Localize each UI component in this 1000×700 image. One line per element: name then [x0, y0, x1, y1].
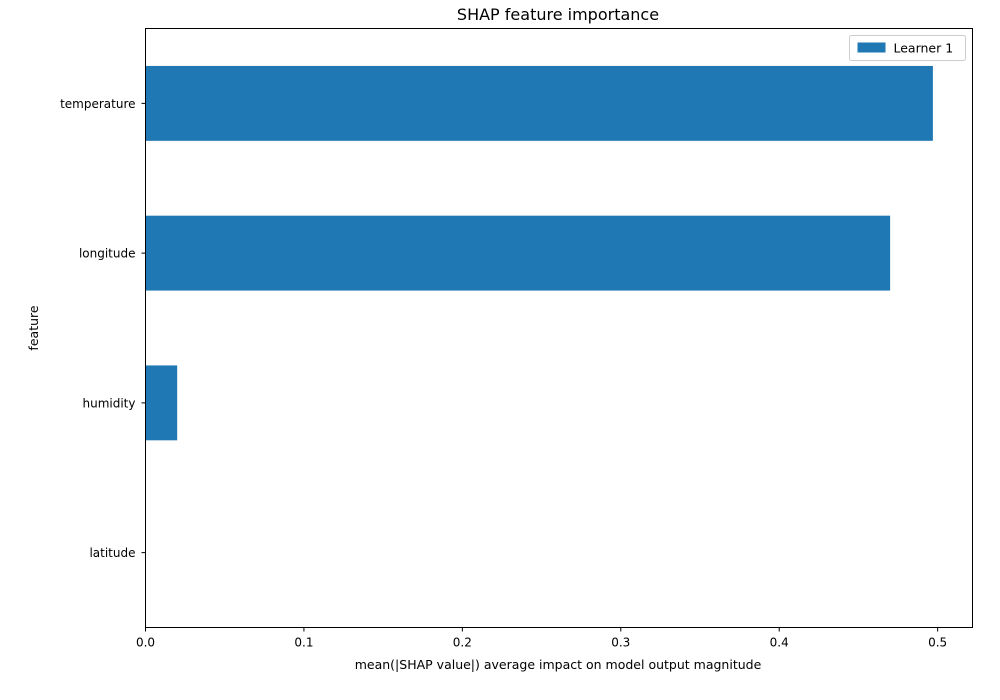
x-tick-label: 0.3 — [611, 636, 630, 650]
y-axis-label: feature — [26, 305, 41, 350]
x-axis-label: mean(|SHAP value|) average impact on mod… — [355, 657, 762, 672]
bar-temperature — [145, 65, 933, 141]
x-tick-label: 0.4 — [770, 636, 789, 650]
x-tick-label: 0.1 — [294, 636, 313, 650]
bar-longitude — [145, 215, 891, 291]
legend-label: Learner 1 — [894, 41, 954, 56]
y-axis: temperature longitude humidity latitude — [60, 97, 146, 560]
plot-frame — [145, 28, 973, 628]
x-tick-label: 0.0 — [136, 636, 155, 650]
bars-layer — [145, 65, 933, 441]
legend-box — [849, 35, 966, 61]
y-tick-label-longitude: longitude — [79, 247, 136, 261]
x-tick-label: 0.2 — [453, 636, 472, 650]
y-tick-label-humidity: humidity — [83, 396, 136, 410]
x-tick-label: 0.5 — [928, 636, 947, 650]
y-tick-label-temperature: temperature — [60, 97, 135, 111]
bar-humidity — [145, 365, 178, 441]
legend: Learner 1 — [849, 35, 966, 61]
chart-title: SHAP feature importance — [457, 5, 659, 24]
legend-swatch — [857, 42, 886, 53]
y-tick-label-latitude: latitude — [89, 546, 135, 560]
x-axis: 0.0 0.1 0.2 0.3 0.4 0.5 — [136, 627, 947, 650]
